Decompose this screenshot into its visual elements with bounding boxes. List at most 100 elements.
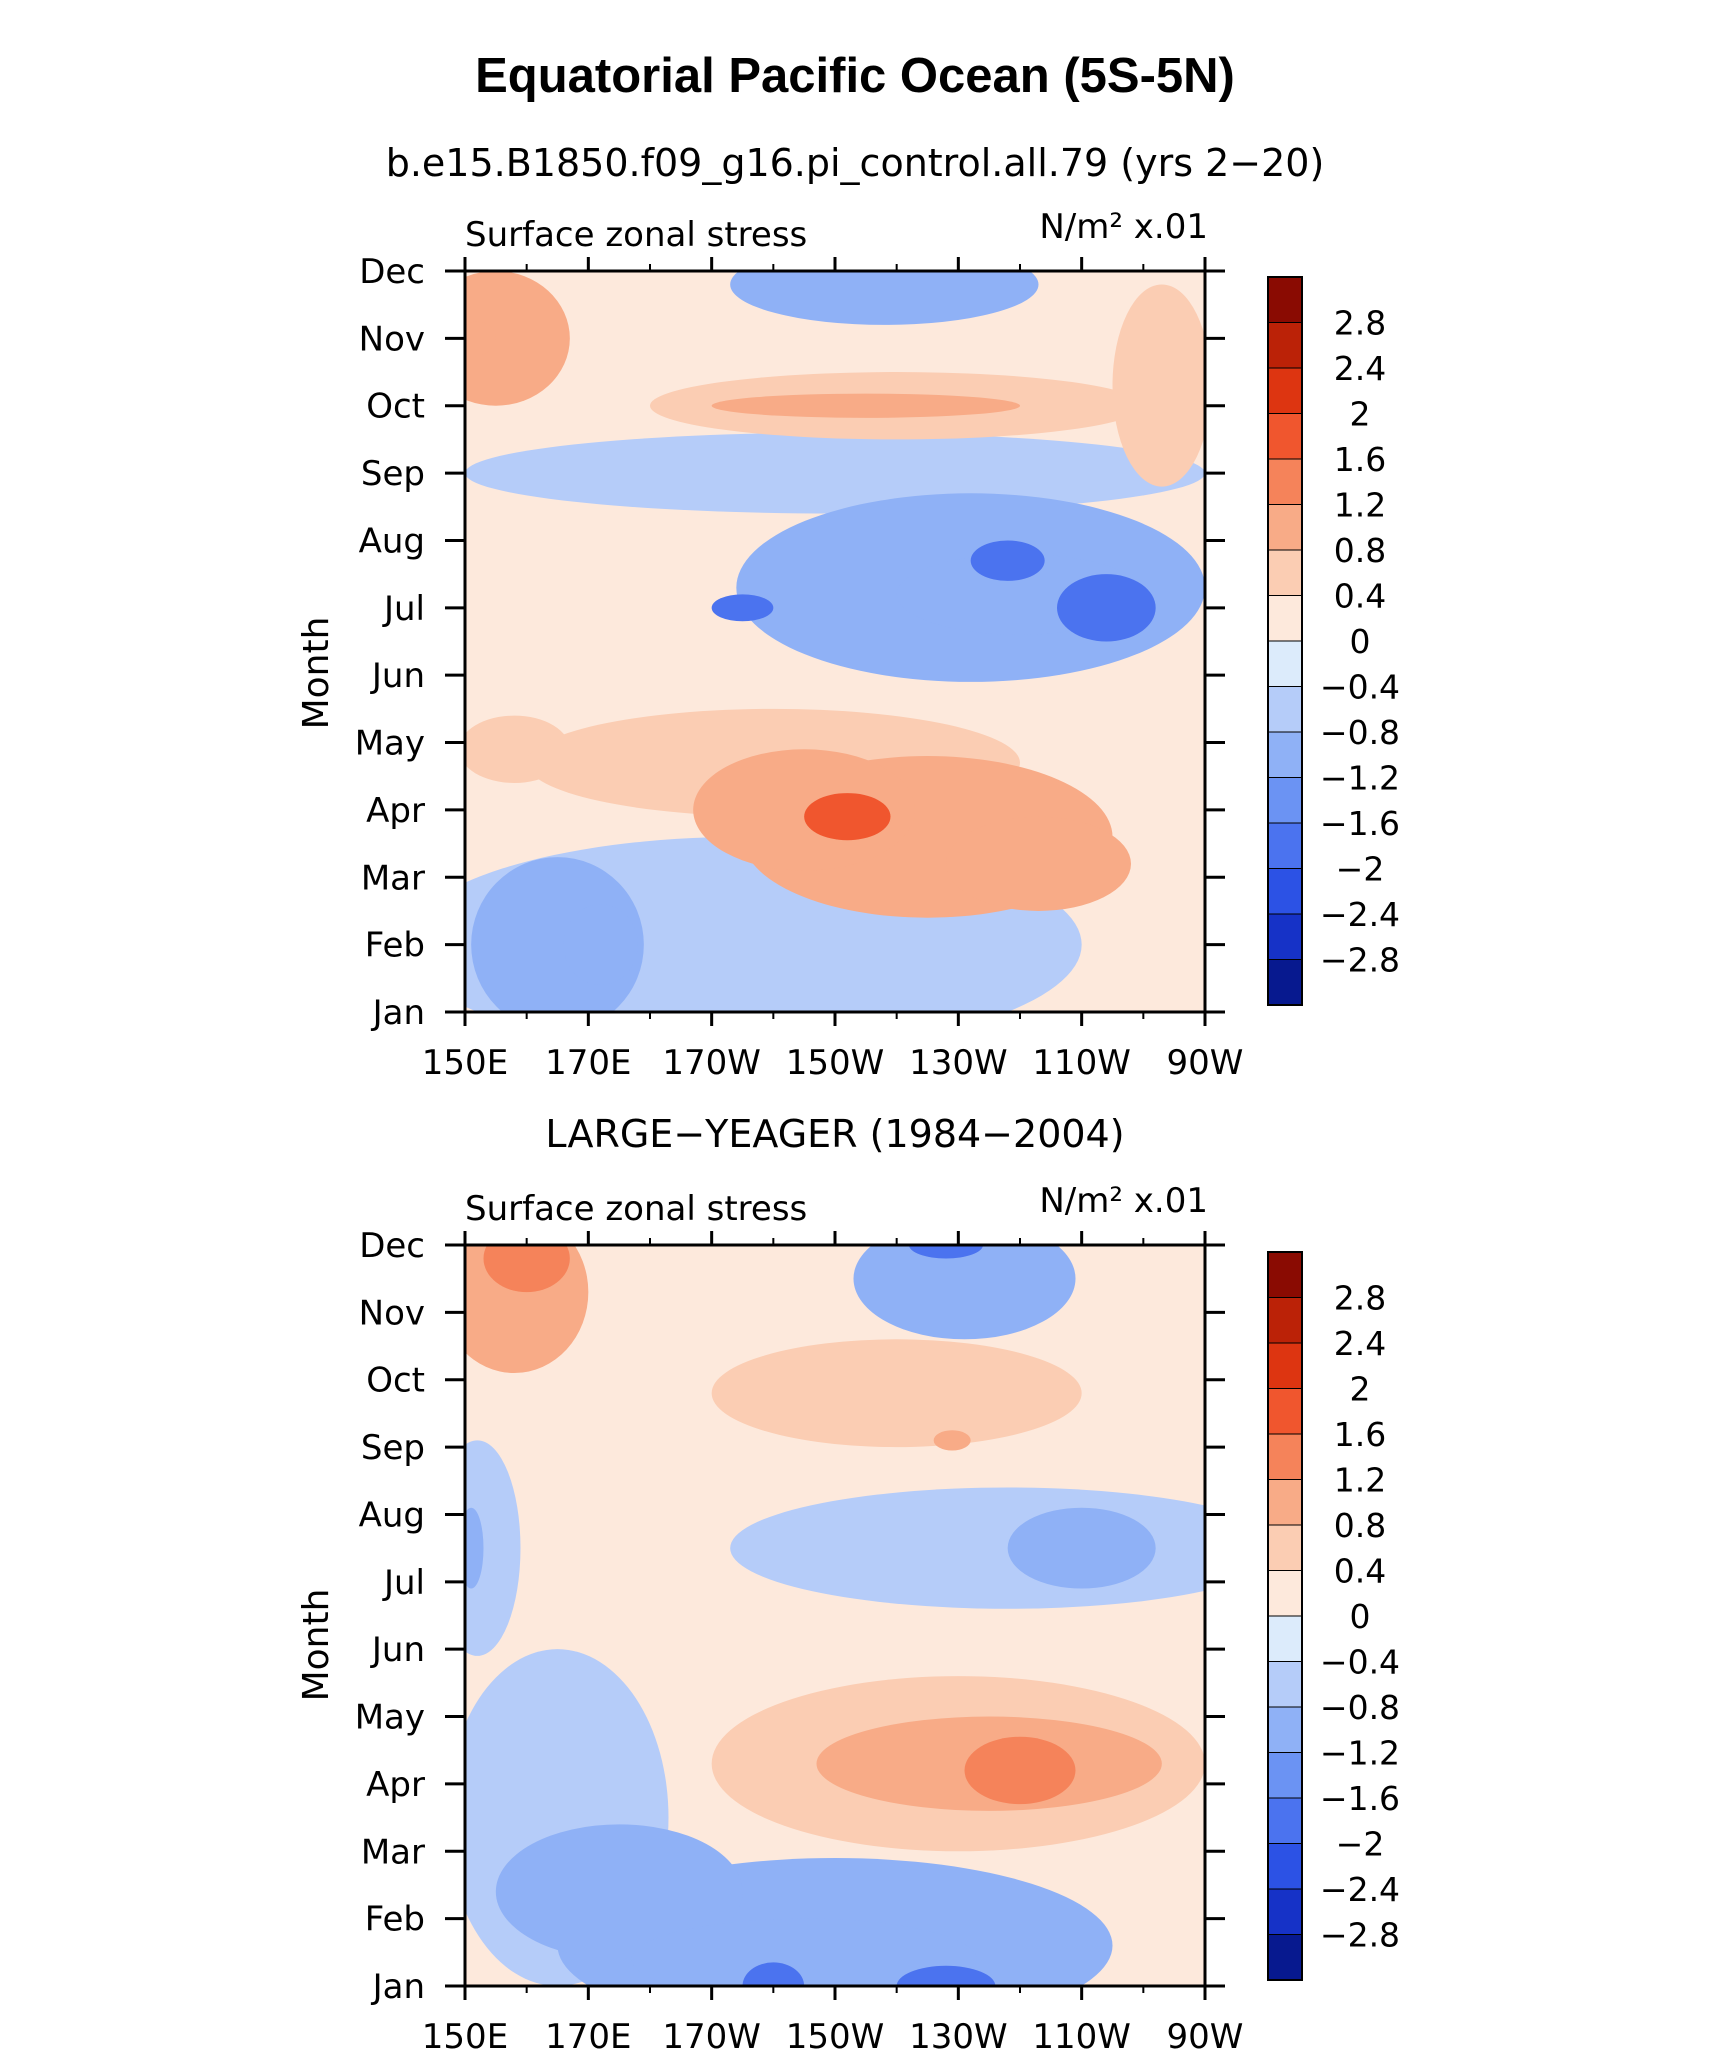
contour-region: [465, 1440, 521, 1656]
colorbar-swatch: [1267, 1479, 1303, 1526]
x-tick-label: 110W: [1032, 2017, 1131, 2057]
colorbar-label: −2.4: [1320, 1870, 1400, 1909]
contour-region: [909, 1245, 983, 1259]
colorbar-swatch: [1267, 322, 1303, 369]
colorbar-swatch: [1267, 367, 1303, 414]
colorbar-label: −2.8: [1320, 941, 1400, 980]
colorbar-label: −2.8: [1320, 1916, 1400, 1955]
colorbar-label: 0.8: [1334, 531, 1386, 570]
panel-observed: LARGE−YEAGER (1984−2004) Surface zonal s…: [296, 1112, 1400, 2057]
variable-label: Surface zonal stress: [465, 215, 807, 255]
colorbar-swatch: [1267, 1388, 1303, 1435]
y-axis-title: Month: [296, 1589, 337, 1702]
y-tick-label: May: [355, 724, 425, 764]
colorbar-label: 1.6: [1334, 440, 1386, 479]
colorbar-label: 0.8: [1334, 1506, 1386, 1545]
colorbar-label: 2.4: [1334, 1324, 1386, 1363]
units-text: N/m²: [1039, 207, 1123, 247]
colorbar-swatch: [1267, 1251, 1303, 1298]
panel-title: b.e15.B1850.f09_g16.pi_control.all.79 (y…: [386, 141, 1325, 185]
colorbar-swatch: [1267, 458, 1303, 505]
colorbar-label: 2.8: [1334, 304, 1386, 343]
x-tick-label: 90W: [1167, 2017, 1244, 2057]
axes: 150E 170E 170W 150W 130W 110W 90W Jan Feb Mar Apr M…: [355, 252, 1244, 1083]
y-tick-label: Jun: [370, 656, 425, 696]
y-tick-label: Oct: [366, 1361, 425, 1401]
colorbar-label: 1.2: [1334, 1461, 1386, 1500]
units-label: N/m² x.01: [1039, 207, 1208, 247]
colorbar-label: 2.8: [1334, 1279, 1386, 1318]
scale-text: x.01: [1134, 1181, 1208, 1221]
y-tick-label: Nov: [359, 319, 425, 359]
colorbar-swatch: [1267, 1433, 1303, 1480]
colorbar-label: −2: [1336, 850, 1385, 889]
colorbar-label: −0.8: [1320, 1688, 1400, 1727]
contour-region: [465, 432, 1205, 514]
colorbar-label: 0: [1350, 622, 1371, 661]
y-tick-label: Aug: [359, 521, 425, 561]
colorbar-swatch: [1267, 959, 1303, 1006]
y-tick-label: Feb: [365, 926, 425, 966]
variable-label: Surface zonal stress: [465, 1189, 807, 1229]
colorbar-label: 0.4: [1334, 1552, 1386, 1591]
colorbar-swatch: [1267, 1297, 1303, 1344]
x-tick-label: 170E: [545, 2017, 631, 2057]
y-tick-label: Aug: [359, 1495, 425, 1535]
y-tick-label: Dec: [359, 1226, 425, 1266]
x-tick-label: 150W: [786, 2017, 885, 2057]
colorbar-swatch: [1267, 731, 1303, 778]
y-tick-label: Jul: [382, 1563, 425, 1603]
x-tick-label: 130W: [909, 2017, 1008, 2057]
colorbar-frame: [1267, 1251, 1303, 1981]
contour-region: [730, 271, 1039, 325]
colorbar-label: −1.2: [1320, 759, 1400, 798]
colorbar-swatch: [1267, 1570, 1303, 1617]
x-tick-label: 110W: [1032, 1043, 1131, 1083]
contour-region: [711, 1339, 1082, 1448]
colorbar-label: −0.4: [1320, 1643, 1400, 1682]
contour-region: [754, 271, 854, 278]
colorbar-swatch: [1267, 276, 1303, 323]
y-tick-label: Jan: [371, 993, 425, 1033]
x-tick-label: 150E: [422, 2017, 508, 2057]
contour-region: [465, 1507, 484, 1589]
contour-region: [563, 904, 638, 986]
colorbar-swatch: [1267, 549, 1303, 596]
colorbar: 2.8 2.4 2 1.6 1.2 0.8 0.4 0 −0.4 −0.8 −1.2 −1.6 −2 −2…: [1267, 276, 1400, 1006]
colorbar-swatch: [1267, 1752, 1303, 1799]
contour-region: [693, 749, 916, 871]
y-tick-label: Sep: [361, 1428, 425, 1468]
colorbar-swatch: [1267, 595, 1303, 642]
y-tick-label: Jan: [371, 1967, 425, 2007]
colorbar-swatch: [1267, 504, 1303, 551]
colorbar-label: 2.4: [1334, 349, 1386, 388]
y-tick-label: May: [355, 1698, 425, 1738]
contour-region: [933, 1430, 971, 1451]
x-tick-label: 170W: [662, 2017, 761, 2057]
colorbar-swatch: [1267, 1342, 1303, 1389]
contour-region: [465, 321, 496, 356]
colorbar-swatch: [1267, 413, 1303, 460]
figure-title: Equatorial Pacific Ocean (5S-5N): [475, 49, 1235, 103]
panel-title: LARGE−YEAGER (1984−2004): [545, 1112, 1124, 1156]
colorbar-swatch: [1267, 1843, 1303, 1890]
contour-region: [465, 271, 570, 406]
colorbar-swatch: [1267, 822, 1303, 869]
contour-region: [711, 594, 774, 622]
x-tick-label: 150W: [786, 1043, 885, 1083]
contour-region: [711, 393, 1020, 418]
y-tick-label: Apr: [366, 791, 425, 831]
colorbar-label: 2: [1350, 395, 1371, 434]
colorbar-label: 2: [1350, 1370, 1371, 1409]
colorbar-label: 1.2: [1334, 486, 1386, 525]
colorbar-swatch: [1267, 1797, 1303, 1844]
y-tick-label: Sep: [361, 454, 425, 494]
y-tick-label: Dec: [359, 252, 425, 292]
colorbar-swatch: [1267, 913, 1303, 960]
y-tick-label: Jul: [382, 589, 425, 629]
panel-model: b.e15.B1850.f09_g16.pi_control.all.79 (y…: [296, 141, 1400, 1083]
colorbar-label: 0: [1350, 1597, 1371, 1636]
contour-region: [964, 1736, 1076, 1805]
x-tick-label: 130W: [909, 1043, 1008, 1083]
